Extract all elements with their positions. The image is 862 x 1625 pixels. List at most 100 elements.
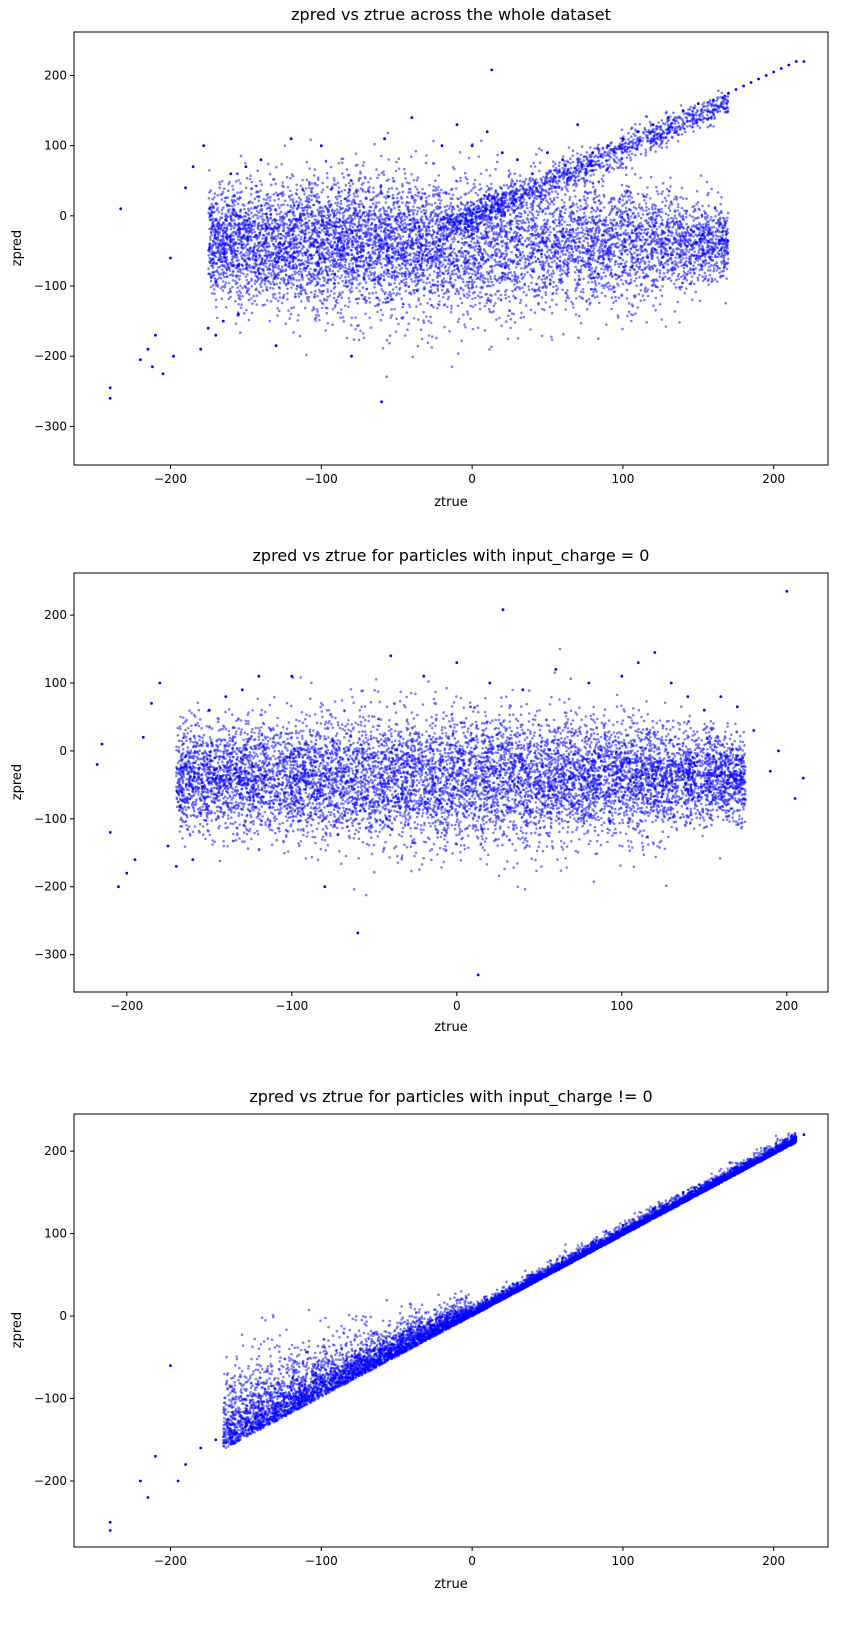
scatter-density-point: [669, 115, 672, 118]
scatter-density-point: [235, 230, 238, 234]
scatter-density-point: [297, 292, 300, 296]
scatter-density-point: [362, 181, 365, 185]
scatter-density-point: [387, 214, 391, 218]
scatter-density-point: [368, 185, 371, 189]
scatter-density-point: [697, 245, 701, 248]
scatter-density-point: [400, 280, 404, 284]
scatter-density-point: [249, 174, 252, 178]
scatter-density-point: [714, 222, 718, 225]
scatter-density-point: [234, 279, 237, 283]
scatter-density-point: [686, 125, 689, 128]
scatter-density-point: [617, 296, 621, 300]
scatter-density-point: [615, 222, 618, 226]
scatter-density-point: [361, 237, 364, 241]
scatter-density-point: [641, 294, 645, 298]
scatter-density-point: [679, 287, 682, 291]
scatter-density-point: [479, 172, 483, 176]
scatter-density-point: [622, 135, 625, 138]
scatter-density-point: [432, 270, 436, 273]
scatter-density-point: [676, 203, 680, 206]
scatter-density-point: [580, 226, 583, 229]
scatter-density-point: [316, 183, 319, 187]
scatter-density-point: [524, 261, 527, 264]
scatter-density-point: [403, 334, 407, 337]
scatter-density-point: [658, 269, 662, 272]
scatter-density-point: [266, 249, 270, 253]
scatter-density-point: [664, 128, 668, 132]
scatter-density-point: [378, 258, 382, 262]
scatter-density-point: [295, 183, 299, 187]
scatter-density-point: [689, 271, 692, 275]
scatter-density-point: [442, 292, 446, 296]
scatter-density-point: [578, 240, 582, 244]
scatter-density-point: [661, 200, 664, 204]
scatter-density-point: [271, 262, 275, 266]
scatter-density-point: [277, 197, 281, 201]
scatter-density-point: [286, 297, 289, 301]
scatter-density-point: [640, 282, 643, 286]
scatter-density-point: [722, 100, 726, 103]
scatter-density-point: [276, 314, 279, 317]
scatter-density-point: [691, 268, 695, 272]
scatter-density-point: [564, 185, 567, 188]
scatter-density-point: [270, 183, 273, 187]
scatter-density-point: [689, 268, 692, 272]
scatter-density-point: [703, 263, 707, 267]
scatter-density-point: [540, 278, 544, 281]
scatter-density-point: [509, 318, 513, 321]
scatter-density-point: [331, 307, 335, 311]
scatter-density-point: [228, 180, 231, 184]
scatter-density-point: [569, 162, 572, 165]
scatter-density-point: [480, 232, 483, 235]
scatter-density-point: [314, 214, 317, 218]
scatter-density-point: [282, 295, 285, 299]
scatter-density-point: [401, 305, 404, 309]
scatter-density-point: [545, 244, 549, 248]
scatter-density-point: [473, 290, 477, 294]
scatter-density-point: [449, 204, 452, 208]
scatter-density-point: [698, 126, 702, 129]
scatter-density-point: [324, 160, 328, 163]
scatter-density-point: [646, 139, 649, 143]
scatter-density-point: [245, 291, 249, 295]
scatter-density-point: [438, 300, 441, 303]
scatter-density-point: [645, 233, 648, 237]
scatter-density-point: [290, 306, 293, 310]
scatter-density-point: [582, 228, 585, 232]
scatter-density-point: [678, 261, 681, 264]
scatter-density-point: [597, 231, 601, 234]
scatter-density-point: [315, 196, 319, 199]
scatter-density-point: [277, 232, 280, 236]
scatter-density-point: [664, 204, 667, 207]
scatter-density-point: [508, 300, 512, 303]
scatter-density-point: [428, 229, 431, 233]
scatter-density-point: [331, 228, 335, 232]
scatter-density-point: [581, 260, 585, 263]
scatter-density-point: [320, 191, 324, 194]
scatter-density-point: [441, 231, 444, 235]
scatter-density-point: [510, 250, 513, 254]
scatter-density-point: [613, 218, 616, 221]
scatter-density-point: [552, 164, 555, 168]
scatter-density-point: [487, 244, 491, 247]
scatter-density-point: [574, 184, 578, 188]
scatter-density-point: [710, 277, 714, 280]
scatter-density-point: [439, 235, 443, 238]
scatter-density-point: [571, 227, 575, 231]
scatter-density-point: [654, 243, 658, 246]
scatter-density-point: [643, 262, 647, 266]
scatter-density-point: [507, 267, 511, 271]
scatter-density-point: [393, 307, 396, 311]
scatter-density-point: [531, 226, 535, 230]
scatter-density-point: [408, 213, 411, 217]
scatter-density-point: [330, 264, 333, 267]
scatter-density-point: [527, 285, 530, 288]
scatter-density-point: [451, 237, 454, 241]
scatter-density-point: [216, 271, 220, 275]
scatter-density-point: [373, 239, 377, 243]
scatter-density-point: [564, 299, 568, 303]
scatter-density-point: [407, 191, 410, 194]
scatter-density-point: [672, 250, 676, 253]
scatter-density-point: [249, 230, 252, 233]
scatter-density-point: [341, 172, 344, 175]
